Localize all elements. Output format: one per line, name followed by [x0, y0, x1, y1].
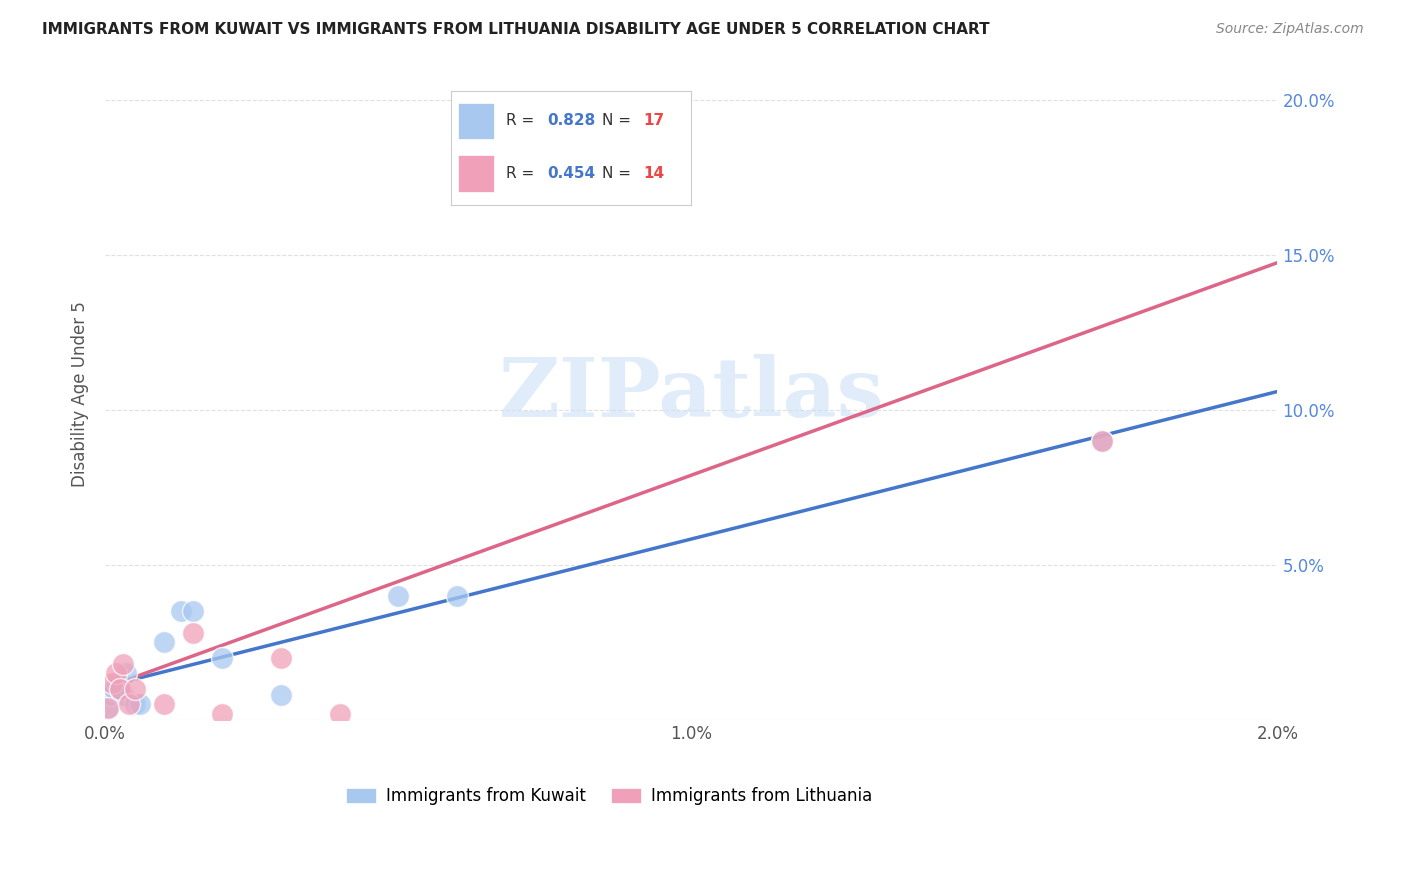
Legend: Immigrants from Kuwait, Immigrants from Lithuania: Immigrants from Kuwait, Immigrants from … [339, 780, 879, 812]
Immigrants from Lithuania [108, 681, 131, 696]
Immigrants from Lithuania [505, 154, 527, 169]
Immigrants from Kuwait [270, 688, 292, 702]
Immigrants from Kuwait [105, 675, 128, 690]
Immigrants from Kuwait [211, 651, 233, 665]
Immigrants from Lithuania [111, 657, 134, 672]
Immigrants from Kuwait [387, 589, 409, 603]
Immigrants from Lithuania [329, 706, 352, 721]
Immigrants from Kuwait [129, 698, 152, 712]
Immigrants from Kuwait [103, 681, 125, 696]
Y-axis label: Disability Age Under 5: Disability Age Under 5 [72, 301, 89, 487]
Text: IMMIGRANTS FROM KUWAIT VS IMMIGRANTS FROM LITHUANIA DISABILITY AGE UNDER 5 CORRE: IMMIGRANTS FROM KUWAIT VS IMMIGRANTS FRO… [42, 22, 990, 37]
Immigrants from Lithuania [211, 706, 233, 721]
Immigrants from Kuwait [170, 604, 193, 618]
Text: Source: ZipAtlas.com: Source: ZipAtlas.com [1216, 22, 1364, 37]
Immigrants from Lithuania [118, 698, 141, 712]
Immigrants from Kuwait [153, 635, 176, 649]
Immigrants from Lithuania [104, 666, 127, 681]
Immigrants from Kuwait [97, 700, 120, 714]
Immigrants from Lithuania [97, 700, 120, 714]
Immigrants from Lithuania [124, 681, 146, 696]
Immigrants from Kuwait [111, 688, 134, 702]
Immigrants from Kuwait [446, 589, 468, 603]
Immigrants from Lithuania [270, 651, 292, 665]
Immigrants from Kuwait [181, 604, 204, 618]
Immigrants from Kuwait [100, 688, 122, 702]
Immigrants from Lithuania [101, 675, 124, 690]
Immigrants from Kuwait [1090, 434, 1112, 448]
Immigrants from Kuwait [108, 681, 131, 696]
Immigrants from Lithuania [153, 698, 176, 712]
Immigrants from Lithuania [1090, 434, 1112, 448]
Immigrants from Kuwait [114, 666, 136, 681]
Immigrants from Lithuania [181, 626, 204, 640]
Text: ZIPatlas: ZIPatlas [499, 354, 884, 434]
Immigrants from Kuwait [124, 698, 146, 712]
